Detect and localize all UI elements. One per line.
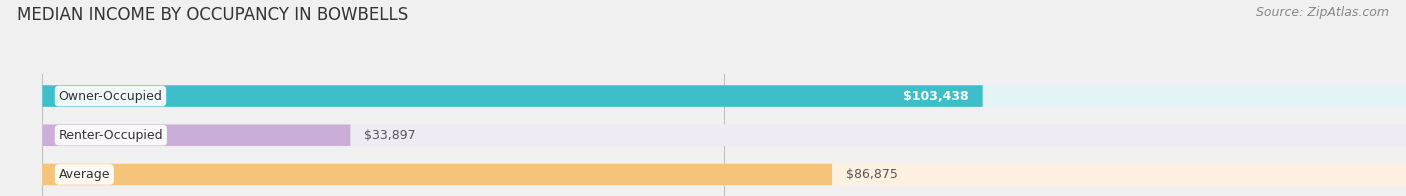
Text: Renter-Occupied: Renter-Occupied <box>59 129 163 142</box>
Text: Average: Average <box>59 168 110 181</box>
Text: $103,438: $103,438 <box>904 90 969 103</box>
Text: $33,897: $33,897 <box>364 129 416 142</box>
Text: Source: ZipAtlas.com: Source: ZipAtlas.com <box>1256 6 1389 19</box>
Text: Owner-Occupied: Owner-Occupied <box>59 90 163 103</box>
FancyBboxPatch shape <box>42 85 1406 107</box>
FancyBboxPatch shape <box>42 124 350 146</box>
FancyBboxPatch shape <box>42 85 983 107</box>
FancyBboxPatch shape <box>42 164 832 185</box>
FancyBboxPatch shape <box>42 124 1406 146</box>
FancyBboxPatch shape <box>42 164 1406 185</box>
Text: MEDIAN INCOME BY OCCUPANCY IN BOWBELLS: MEDIAN INCOME BY OCCUPANCY IN BOWBELLS <box>17 6 408 24</box>
Text: $86,875: $86,875 <box>845 168 897 181</box>
